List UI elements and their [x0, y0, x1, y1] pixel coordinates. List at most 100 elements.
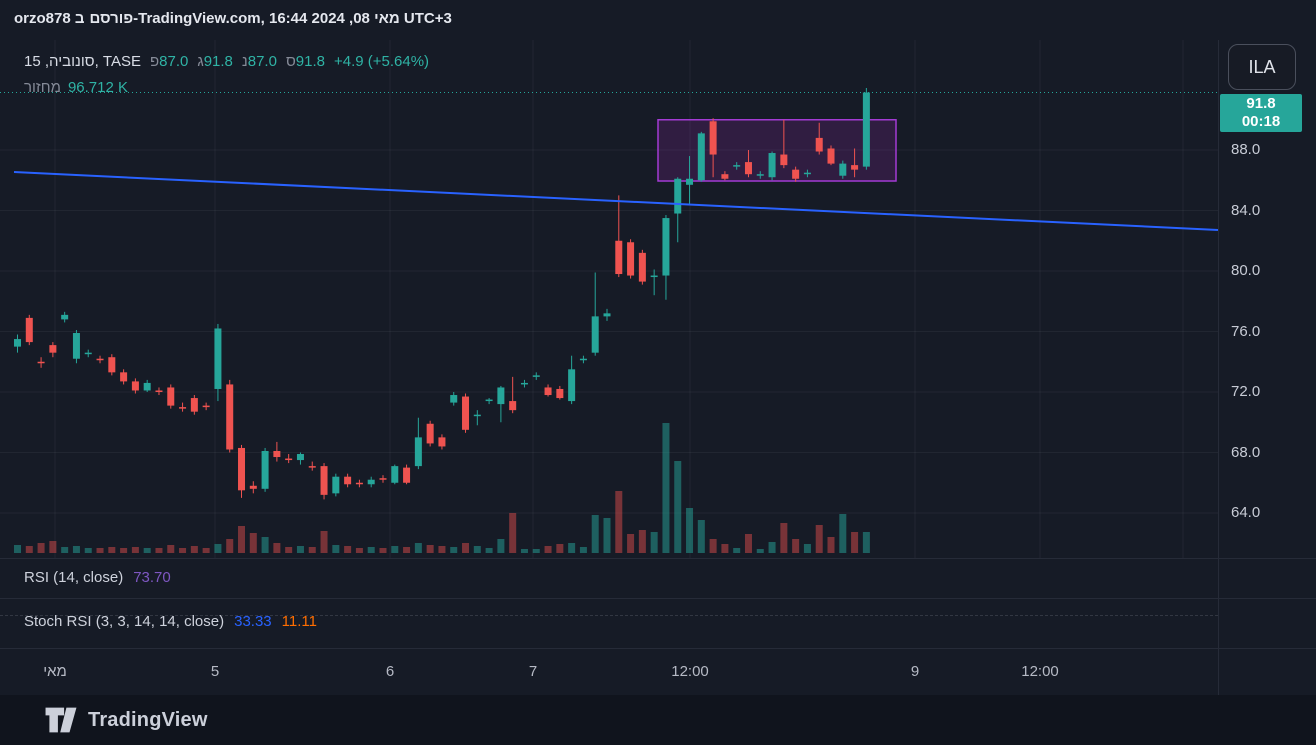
candle-body: [37, 361, 45, 364]
candle-body: [768, 153, 776, 178]
candle-body: [615, 240, 623, 275]
volume-bar: [544, 546, 552, 553]
volume-bar: [815, 525, 823, 553]
candle-body: [462, 396, 470, 430]
stoch-rsi-title[interactable]: Stoch RSI (3, 3, 14, 14, close): [24, 613, 225, 630]
volume-bar: [167, 545, 175, 553]
candle-body: [179, 407, 187, 409]
volume-bar: [332, 545, 340, 553]
candle-body: [862, 92, 870, 167]
volume-bar: [556, 544, 564, 553]
stoch-k-value: 33.33: [234, 613, 272, 630]
volume-bar: [579, 547, 587, 553]
volume-bar: [426, 545, 434, 553]
volume-bar: [14, 545, 21, 553]
volume-bar: [202, 548, 210, 553]
volume-bar: [308, 547, 316, 553]
time-axis-label: 12:00: [1021, 663, 1059, 680]
candle-body: [72, 333, 80, 359]
symbol-quick-label: ILA: [1248, 56, 1276, 77]
volume-bar: [249, 533, 257, 553]
volume-bar: [155, 548, 163, 553]
candle-body: [49, 345, 57, 353]
candle-body: [238, 447, 246, 491]
tradingview-logo-text: TradingView: [88, 708, 208, 731]
volume-bar: [37, 543, 45, 553]
low-key: נ: [241, 53, 248, 70]
candle-body: [497, 387, 505, 405]
candle-body: [61, 314, 69, 320]
open-value: 87.0: [159, 53, 189, 70]
volume-bar: [851, 532, 859, 553]
candle-body: [697, 133, 705, 181]
volume-bar: [261, 537, 269, 553]
candle-body: [308, 466, 316, 468]
volume-bar: [391, 546, 399, 553]
volume-bar: [462, 543, 470, 553]
candle-body: [108, 357, 116, 373]
candle-body: [544, 387, 552, 396]
volume-bar: [520, 549, 528, 553]
volume-bar: [744, 534, 752, 553]
price-tick-label: 64.0: [1231, 504, 1261, 521]
volume-bar: [697, 520, 705, 553]
volume-bar: [131, 547, 139, 553]
volume-bar: [320, 531, 328, 553]
candle-body: [827, 148, 835, 164]
symbol-title: 15 ,סונוביה, TASE: [24, 53, 141, 70]
volume-bar: [379, 548, 387, 553]
candle-body: [532, 375, 540, 377]
volume-bar: [709, 539, 717, 553]
candle-body: [674, 178, 682, 214]
close-value: 91.8: [295, 53, 325, 70]
volume-bar: [473, 546, 481, 553]
main-chart[interactable]: [0, 40, 1218, 558]
volume-bar: [591, 515, 599, 553]
close-key: ס: [285, 53, 296, 70]
candle-body: [403, 467, 411, 483]
candle-body: [709, 121, 717, 155]
candle-body: [438, 437, 446, 447]
volume-bar: [615, 491, 623, 553]
tradingview-logo-icon: [45, 707, 77, 733]
stoch-rsi-pane[interactable]: Stoch RSI (3, 3, 14, 14, close) 33.33 11…: [0, 598, 1316, 649]
rsi-title[interactable]: RSI (14, close): [24, 569, 124, 586]
candle-body: [261, 450, 269, 489]
rsi-pane[interactable]: RSI (14, close) 73.70: [0, 558, 1316, 599]
volume-bar: [485, 548, 493, 553]
volume-bar: [355, 548, 363, 553]
price-tick-label: 72.0: [1231, 383, 1261, 400]
candle-body: [273, 450, 281, 458]
volume-bar: [803, 544, 811, 553]
candle-body: [473, 414, 481, 417]
stoch-midline: [0, 615, 1218, 616]
candle-body: [84, 352, 92, 355]
time-scale[interactable]: מאי 5 6 7 12:00 9 12:00: [0, 648, 1316, 697]
candle-body: [190, 398, 198, 412]
high-value: 91.8: [203, 53, 233, 70]
price-tick-label: 88.0: [1231, 141, 1261, 158]
volume-bar: [438, 546, 446, 553]
volume-bar: [403, 547, 411, 553]
candle-body: [202, 405, 210, 408]
volume-bar: [120, 548, 128, 553]
tradingview-logo[interactable]: TradingView: [44, 705, 208, 735]
candle-body: [143, 382, 151, 391]
symbol-quick-button[interactable]: ILA: [1228, 44, 1296, 90]
symbol-legend[interactable]: 15 ,סונוביה, TASE פ 87.0 ג 91.8 נ 87.0 ס…: [24, 53, 429, 70]
candle-body: [579, 358, 587, 361]
volume-bar: [627, 534, 635, 553]
candle-body: [603, 313, 611, 317]
candle-body: [733, 165, 741, 167]
price-tick-label: 68.0: [1231, 443, 1261, 461]
candle-body: [780, 154, 788, 166]
volume-bar: [72, 546, 80, 553]
candle-body: [25, 317, 33, 343]
price-tick-label: 80.0: [1231, 262, 1261, 279]
volume-bar: [96, 548, 104, 553]
volume-bar: [84, 548, 92, 553]
candle-body: [627, 242, 635, 276]
candle-body: [662, 218, 670, 276]
candle-body: [792, 169, 800, 179]
